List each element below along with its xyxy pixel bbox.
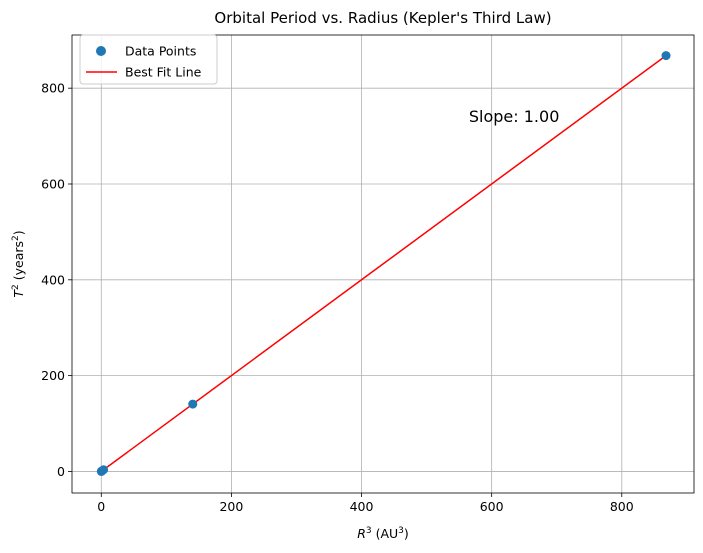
x-tick-label: 0 — [97, 499, 105, 514]
chart-title: Orbital Period vs. Radius (Kepler's Thir… — [214, 9, 551, 27]
data-point — [661, 51, 671, 61]
legend-label-best-fit: Best Fit Line — [125, 65, 202, 80]
y-tick-label: 0 — [57, 464, 65, 479]
plot-frame — [71, 34, 695, 494]
y-tick-label: 400 — [41, 272, 65, 287]
x-tick-label: 400 — [350, 499, 374, 514]
x-axis-ticks: 0 200 400 600 800 — [97, 493, 634, 514]
slope-annotation: Slope: 1.00 — [469, 107, 559, 126]
x-tick-label: 800 — [610, 499, 634, 514]
grid — [72, 35, 694, 493]
data-points-layer — [96, 51, 671, 476]
legend-label-data-points: Data Points — [125, 44, 196, 59]
x-tick-label: 600 — [480, 499, 504, 514]
legend: Data Points Best Fit Line — [79, 34, 218, 85]
x-tick-label: 200 — [219, 499, 243, 514]
y-tick-label: 600 — [41, 176, 65, 191]
legend-marker-data-points — [96, 46, 106, 56]
y-tick-label: 800 — [41, 81, 65, 96]
x-axis-label: R3 (AU3) — [357, 526, 409, 541]
y-tick-label: 200 — [41, 368, 65, 383]
y-axis-ticks: 0 200 400 600 800 — [41, 81, 72, 479]
data-point — [188, 399, 198, 409]
data-point — [99, 465, 109, 475]
y-axis-label: T2 (years2) — [11, 230, 26, 297]
